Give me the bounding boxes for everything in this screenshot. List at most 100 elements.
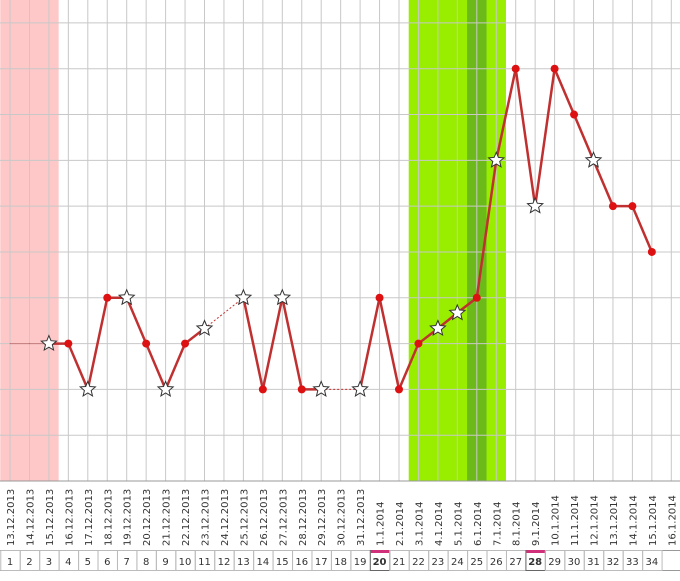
x-tick-label: 18.12.2013: [103, 489, 114, 546]
x-tick-label: 20.12.2013: [142, 489, 153, 546]
x-tick-label: 28.12.2013: [298, 489, 309, 546]
day-number: 11: [198, 557, 211, 568]
star-marker: [117, 288, 136, 306]
segment: [164, 343, 187, 390]
star-marker: [195, 319, 214, 336]
day-number: 4: [65, 557, 71, 568]
dot-marker: [375, 293, 384, 302]
day-number: 5: [85, 557, 91, 568]
x-tick-label: 13.1.2014: [609, 495, 620, 546]
dot-marker: [258, 385, 267, 394]
day-highlight: [526, 550, 545, 553]
dot-marker: [550, 64, 559, 73]
x-tick-label: 15.12.2013: [45, 489, 56, 546]
day-number: 6: [104, 557, 110, 568]
dot-marker: [608, 202, 617, 211]
x-tick-label: 4.1.2014: [434, 501, 445, 546]
dot-marker: [64, 339, 73, 348]
day-number: 7: [124, 557, 130, 568]
star-marker: [526, 196, 545, 214]
segment: [514, 68, 537, 207]
star-marker: [78, 380, 97, 397]
x-tick-label: 27.12.2013: [278, 489, 289, 546]
x-tick-label: 9.1.2014: [531, 501, 542, 546]
day-number: 24: [451, 557, 464, 568]
x-tick-label: 29.12.2013: [317, 489, 328, 546]
segment: [261, 297, 284, 390]
day-number: 32: [607, 557, 620, 568]
day-number: 8: [143, 557, 149, 568]
x-tick-label: 22.12.2013: [181, 489, 192, 546]
day-number: 23: [432, 557, 445, 568]
day-number: 33: [626, 557, 639, 568]
star-marker: [234, 288, 253, 306]
segment: [592, 159, 615, 207]
dot-marker: [472, 293, 481, 302]
segment: [533, 68, 556, 207]
x-tick-label: 30.12.2013: [337, 489, 348, 546]
x-tick-label: 2.1.2014: [395, 501, 406, 546]
star-marker: [351, 380, 369, 397]
day-number: 18: [334, 557, 347, 568]
dot-marker: [511, 64, 520, 73]
star-marker: [429, 319, 447, 336]
x-tick-label: 21.12.2013: [162, 489, 173, 546]
segment: [86, 297, 109, 390]
day-number: 19: [354, 557, 367, 568]
day-number: 12: [218, 557, 231, 568]
day-number: 10: [179, 557, 192, 568]
star-marker: [448, 303, 467, 321]
x-tick-label: 7.1.2014: [492, 501, 503, 546]
x-tick-label: 12.1.2014: [590, 495, 601, 546]
point: [28, 343, 30, 345]
dot-marker: [628, 202, 637, 211]
segment: [144, 343, 167, 390]
day-number: 21: [393, 557, 406, 568]
day-number: 28: [528, 557, 542, 568]
day-highlight: [370, 550, 390, 553]
segment: [67, 343, 89, 390]
star-marker: [40, 334, 58, 352]
x-tick-label: 25.12.2013: [239, 489, 250, 546]
dot-marker: [297, 385, 306, 394]
x-tick-label: 8.1.2014: [512, 501, 523, 546]
star-marker: [487, 151, 506, 168]
x-tick-label: 3.1.2014: [414, 501, 425, 546]
dot-marker: [181, 339, 190, 348]
x-tick-label: 5.1.2014: [453, 501, 464, 546]
segment: [281, 297, 303, 390]
dot-marker: [103, 293, 112, 302]
x-tick-label: 19.12.2013: [123, 489, 134, 546]
day-number: 17: [315, 557, 328, 568]
segment: [358, 297, 381, 390]
point: [9, 343, 11, 345]
day-number: 16: [295, 557, 308, 568]
dot-marker: [414, 339, 423, 348]
x-tick-label: 24.12.2013: [220, 489, 231, 546]
day-number: 2: [26, 557, 32, 568]
day-number: 20: [373, 557, 387, 568]
x-tick-label: 26.12.2013: [259, 489, 270, 546]
segment: [475, 160, 498, 298]
segment: [572, 114, 595, 161]
dot-marker: [570, 110, 579, 119]
x-tick-label: 1.1.2014: [376, 501, 387, 546]
star-marker: [273, 288, 292, 306]
day-number: 9: [162, 557, 168, 568]
segment: [204, 297, 244, 329]
dot-marker: [142, 339, 151, 348]
x-tick-label: 31.12.2013: [356, 489, 367, 546]
day-number: 3: [46, 557, 52, 568]
x-tick-label: 16.1.2014: [667, 495, 678, 546]
segment: [495, 68, 517, 161]
x-tick-label: 17.12.2013: [84, 489, 95, 546]
day-number: 31: [587, 557, 600, 568]
segment: [378, 297, 401, 390]
x-tick-label: 23.12.2013: [201, 489, 212, 546]
star-marker: [584, 150, 603, 168]
x-tick-label: 6.1.2014: [473, 501, 484, 546]
day-number: 25: [470, 557, 483, 568]
day-number: 27: [509, 557, 522, 568]
x-tick-label: 13.12.2013: [6, 489, 17, 546]
